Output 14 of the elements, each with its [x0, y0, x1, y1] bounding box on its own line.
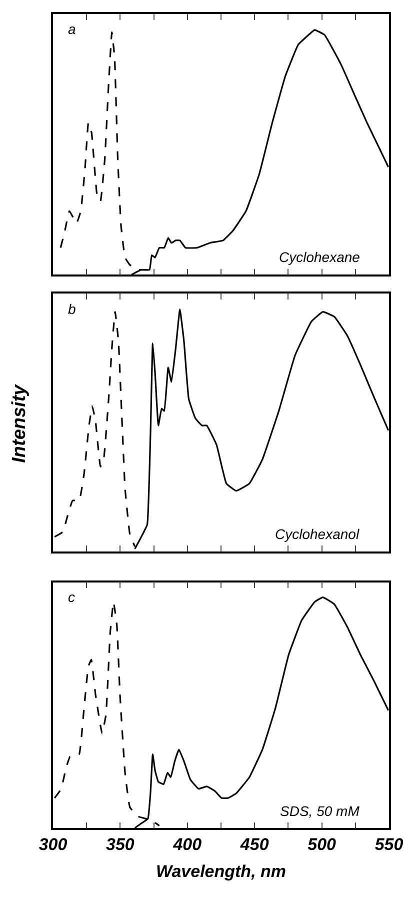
y-axis-title: Intensity — [8, 383, 30, 463]
x-axis-title: Wavelength, nm — [156, 862, 286, 882]
x-tick-label: 450 — [239, 835, 270, 854]
annotation: SDS, 50 mM — [280, 803, 360, 819]
x-tick-label: 500 — [308, 835, 337, 854]
x-tick-label: 350 — [106, 835, 135, 854]
annotation: a — [68, 21, 76, 37]
annotation: b — [68, 301, 76, 317]
x-tick-label: 400 — [172, 835, 202, 854]
annotation: Cyclohexane — [279, 249, 360, 265]
x-tick-label: 300 — [38, 835, 68, 854]
x-tick-label: 550 — [374, 835, 404, 854]
annotation: Cyclohexanol — [275, 526, 360, 542]
annotation: c — [68, 589, 75, 605]
